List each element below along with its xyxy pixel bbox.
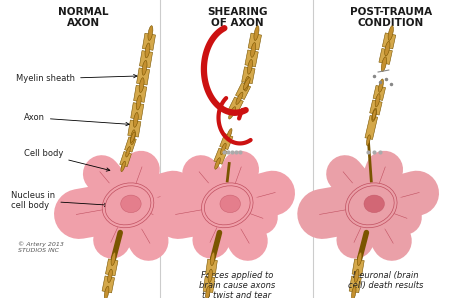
Polygon shape: [142, 33, 155, 50]
Ellipse shape: [388, 26, 393, 40]
Ellipse shape: [139, 78, 144, 92]
Polygon shape: [245, 50, 258, 67]
Text: NORMAL
AXON: NORMAL AXON: [58, 7, 109, 28]
Ellipse shape: [204, 186, 250, 225]
Ellipse shape: [121, 195, 141, 213]
Text: Nucleus in
cell body: Nucleus in cell body: [11, 191, 108, 210]
Ellipse shape: [364, 195, 384, 213]
Ellipse shape: [379, 79, 383, 92]
Ellipse shape: [121, 161, 126, 172]
Ellipse shape: [346, 183, 397, 228]
Ellipse shape: [247, 59, 253, 74]
Polygon shape: [370, 100, 382, 115]
Polygon shape: [248, 33, 262, 50]
Polygon shape: [102, 276, 115, 293]
Text: Myelin sheath: Myelin sheath: [16, 74, 137, 83]
Ellipse shape: [208, 269, 212, 283]
Polygon shape: [203, 276, 215, 293]
Ellipse shape: [148, 26, 153, 40]
Polygon shape: [131, 103, 144, 120]
Ellipse shape: [111, 252, 116, 266]
Text: Neuronal (brain
cell) death results: Neuronal (brain cell) death results: [348, 271, 424, 290]
Polygon shape: [242, 67, 255, 84]
Polygon shape: [373, 85, 385, 100]
Ellipse shape: [251, 43, 256, 57]
Ellipse shape: [372, 110, 376, 120]
Text: SHEARING
OF AXON: SHEARING OF AXON: [207, 7, 267, 28]
Ellipse shape: [108, 269, 112, 282]
Ellipse shape: [375, 94, 380, 107]
Ellipse shape: [142, 60, 147, 75]
Ellipse shape: [348, 186, 394, 225]
Ellipse shape: [131, 132, 135, 142]
Ellipse shape: [352, 286, 356, 300]
Ellipse shape: [210, 252, 215, 266]
Polygon shape: [105, 259, 118, 276]
Ellipse shape: [220, 195, 240, 213]
Polygon shape: [125, 137, 137, 152]
Polygon shape: [383, 33, 396, 49]
Text: © Artery 2013
STUDIOS INC: © Artery 2013 STUDIOS INC: [18, 241, 64, 253]
Ellipse shape: [372, 108, 377, 121]
Polygon shape: [352, 259, 364, 276]
Ellipse shape: [381, 57, 387, 72]
Ellipse shape: [102, 183, 154, 228]
Ellipse shape: [366, 135, 370, 145]
Polygon shape: [134, 85, 147, 102]
Ellipse shape: [130, 130, 136, 145]
Ellipse shape: [136, 95, 141, 110]
Polygon shape: [365, 115, 378, 140]
Ellipse shape: [236, 92, 243, 104]
Ellipse shape: [206, 286, 210, 300]
Text: Axon: Axon: [24, 113, 129, 126]
Text: Cell body: Cell body: [24, 149, 110, 171]
Polygon shape: [349, 276, 361, 293]
Ellipse shape: [385, 41, 390, 56]
Ellipse shape: [201, 183, 253, 228]
Polygon shape: [214, 148, 227, 164]
Ellipse shape: [126, 147, 130, 157]
Ellipse shape: [357, 252, 362, 266]
Polygon shape: [228, 97, 243, 114]
Text: POST-TRAUMA
CONDITION: POST-TRAUMA CONDITION: [350, 7, 432, 28]
Ellipse shape: [104, 286, 109, 300]
Ellipse shape: [355, 269, 359, 282]
Polygon shape: [120, 151, 131, 167]
Text: Forces applied to
brain cause axons
to twist and tear: Forces applied to brain cause axons to t…: [199, 271, 275, 300]
Ellipse shape: [105, 186, 151, 225]
Ellipse shape: [244, 76, 249, 91]
Polygon shape: [206, 259, 218, 275]
Polygon shape: [236, 82, 251, 99]
Ellipse shape: [215, 158, 220, 169]
Ellipse shape: [145, 43, 150, 58]
Polygon shape: [219, 133, 233, 150]
Ellipse shape: [220, 143, 226, 155]
Ellipse shape: [227, 129, 232, 140]
Polygon shape: [379, 48, 392, 65]
Ellipse shape: [133, 112, 138, 127]
Ellipse shape: [254, 26, 259, 40]
Polygon shape: [128, 120, 141, 137]
Ellipse shape: [243, 77, 250, 90]
Polygon shape: [139, 50, 153, 68]
Polygon shape: [137, 68, 150, 85]
Ellipse shape: [228, 107, 236, 119]
